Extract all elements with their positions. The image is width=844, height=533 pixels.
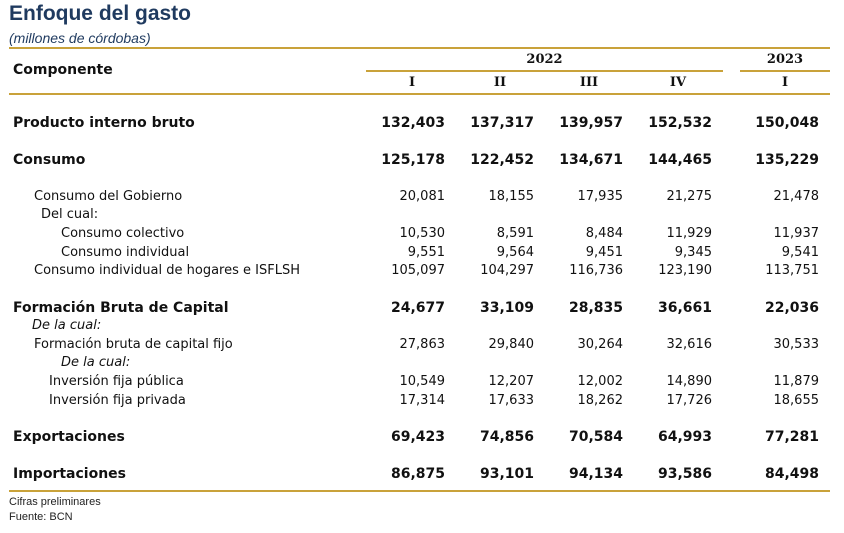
value-cell: 94,134 — [568, 466, 623, 482]
quarter-header: I — [408, 75, 416, 90]
value-cell: 36,661 — [657, 300, 712, 316]
row-label: De la cual: — [32, 318, 102, 333]
row-label: Inversión fija pública — [49, 374, 184, 389]
value-cell: 150,048 — [755, 115, 819, 131]
value-cell: 86,875 — [390, 466, 445, 482]
value-cell: 8,484 — [585, 226, 623, 241]
value-cell: 17,935 — [577, 189, 624, 204]
row-label: Exportaciones — [13, 429, 125, 445]
value-cell: 125,178 — [381, 152, 445, 168]
value-cell: 28,835 — [568, 300, 623, 316]
year-2023-rule — [740, 70, 830, 72]
row-label: Consumo individual de hogares e ISFLSH — [34, 263, 300, 278]
value-cell: 14,890 — [666, 374, 713, 389]
value-cell: 24,677 — [390, 300, 445, 316]
quarter-header: I — [781, 75, 789, 90]
value-cell: 139,957 — [559, 115, 623, 131]
value-cell: 70,584 — [568, 429, 623, 445]
value-cell: 116,736 — [569, 263, 623, 278]
row-label: Producto interno bruto — [13, 115, 195, 131]
value-cell: 144,465 — [648, 152, 712, 168]
value-cell: 104,297 — [480, 263, 534, 278]
quarter-header: III — [579, 75, 599, 90]
value-cell: 11,937 — [773, 226, 820, 241]
value-cell: 77,281 — [764, 429, 819, 445]
page-subtitle: (millones de córdobas) — [9, 30, 151, 46]
row-label: Consumo — [13, 152, 86, 168]
row-label: Formación bruta de capital fijo — [34, 337, 233, 352]
row-label: Consumo del Gobierno — [34, 189, 183, 204]
value-cell: 33,109 — [479, 300, 534, 316]
quarter-header: II — [493, 75, 507, 90]
value-cell: 9,345 — [674, 245, 712, 260]
year-2022-header: 2022 — [526, 52, 563, 67]
value-cell: 69,423 — [390, 429, 445, 445]
value-cell: 32,616 — [666, 337, 713, 352]
row-label: Formación Bruta de Capital — [13, 300, 229, 316]
value-cell: 9,564 — [496, 245, 534, 260]
value-cell: 135,229 — [755, 152, 819, 168]
page-title: Enfoque del gasto — [9, 2, 192, 25]
value-cell: 17,633 — [488, 393, 535, 408]
footnote-preliminary: Cifras preliminares — [9, 496, 101, 508]
value-cell: 9,551 — [407, 245, 445, 260]
value-cell: 137,317 — [470, 115, 534, 131]
value-cell: 152,532 — [648, 115, 712, 131]
value-cell: 122,452 — [470, 152, 534, 168]
value-cell: 30,533 — [773, 337, 820, 352]
value-cell: 21,478 — [773, 189, 820, 204]
value-cell: 9,451 — [585, 245, 623, 260]
value-cell: 17,726 — [666, 393, 713, 408]
value-cell: 64,993 — [657, 429, 712, 445]
quarter-header: IV — [669, 75, 687, 90]
value-cell: 134,671 — [559, 152, 623, 168]
value-cell: 11,879 — [773, 374, 820, 389]
value-cell: 105,097 — [391, 263, 445, 278]
value-cell: 20,081 — [399, 189, 446, 204]
bottom-rule — [9, 490, 830, 492]
value-cell: 29,840 — [488, 337, 535, 352]
value-cell: 93,101 — [479, 466, 534, 482]
value-cell: 18,655 — [773, 393, 820, 408]
component-header: Componente — [13, 62, 113, 78]
year-2022-rule — [366, 70, 723, 72]
value-cell: 10,530 — [399, 226, 446, 241]
value-cell: 30,264 — [577, 337, 624, 352]
value-cell: 9,541 — [781, 245, 819, 260]
row-label: Del cual: — [41, 207, 99, 222]
value-cell: 12,002 — [577, 374, 624, 389]
value-cell: 27,863 — [399, 337, 446, 352]
value-cell: 8,591 — [496, 226, 534, 241]
value-cell: 21,275 — [666, 189, 713, 204]
value-cell: 113,751 — [765, 263, 819, 278]
year-2023-header: 2023 — [766, 52, 804, 67]
value-cell: 12,207 — [488, 374, 535, 389]
row-label: De la cual: — [61, 355, 131, 370]
value-cell: 74,856 — [479, 429, 534, 445]
row-label: Importaciones — [13, 466, 126, 482]
footnote-source: Fuente: BCN — [9, 511, 73, 523]
value-cell: 18,262 — [577, 393, 624, 408]
row-label: Inversión fija privada — [49, 393, 186, 408]
value-cell: 17,314 — [399, 393, 446, 408]
value-cell: 11,929 — [666, 226, 713, 241]
value-cell: 18,155 — [488, 189, 535, 204]
row-label: Consumo colectivo — [61, 226, 185, 241]
value-cell: 10,549 — [399, 374, 446, 389]
value-cell: 132,403 — [381, 115, 445, 131]
row-label: Consumo individual — [61, 245, 190, 260]
top-rule — [9, 47, 830, 49]
value-cell: 123,190 — [658, 263, 712, 278]
value-cell: 93,586 — [657, 466, 712, 482]
value-cell: 84,498 — [764, 466, 819, 482]
value-cell: 22,036 — [764, 300, 819, 316]
header-rule — [9, 93, 830, 95]
